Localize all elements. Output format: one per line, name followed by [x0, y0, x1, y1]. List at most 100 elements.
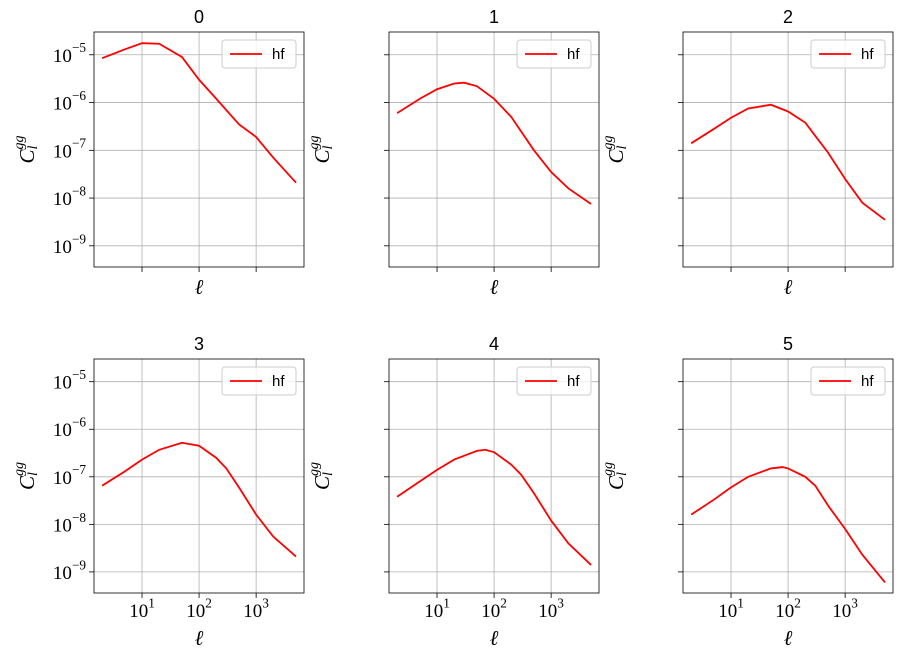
tick-base: 10 [53, 563, 72, 584]
tick-base: 10 [53, 142, 72, 163]
axes-frame [682, 31, 894, 268]
axes-frame [682, 358, 894, 594]
label-main: C [604, 148, 628, 163]
y-tick-label: 10−9 [53, 557, 86, 584]
tick-exponent: 3 [557, 595, 564, 610]
label-sup: gg [307, 462, 322, 476]
tick-base: 10 [481, 601, 500, 622]
label-sub: l [615, 472, 630, 476]
y-tick-label: 10−8 [53, 510, 86, 537]
data-line [690, 103, 886, 221]
subplot: 2 ℓ Clgg hf [601, 7, 894, 299]
x-axis-label: ℓ [784, 626, 793, 650]
tick-base: 10 [53, 94, 72, 115]
x-tick-label: 102 [481, 595, 507, 622]
tick-exponent: −7 [72, 136, 86, 151]
x-tick-label: 101 [718, 595, 744, 622]
x-tick-label: 103 [538, 595, 564, 622]
tick-base: 10 [243, 601, 262, 622]
axes-frame [388, 31, 600, 268]
tick-base: 10 [53, 373, 72, 394]
legend-label: hf [861, 373, 874, 390]
x-tick-label: 101 [424, 595, 450, 622]
data-line [396, 81, 592, 205]
data-line [690, 466, 886, 584]
tick-base: 10 [53, 46, 72, 67]
tick-exponent: −5 [72, 367, 86, 382]
label-sup: gg [12, 136, 27, 150]
x-tick-label: 103 [832, 595, 858, 622]
data-line [396, 448, 592, 566]
tick-exponent: 1 [443, 595, 450, 610]
y-axis-label: Clgg [601, 462, 630, 490]
label-main: C [310, 148, 334, 163]
y-tick-label: 10−9 [53, 231, 86, 258]
y-axis-label: Clgg [12, 136, 41, 164]
label-sup: gg [307, 136, 322, 150]
tick-exponent: −9 [72, 231, 86, 246]
tick-exponent: −7 [72, 462, 86, 477]
tick-exponent: −9 [72, 557, 86, 572]
label-sub: l [26, 472, 41, 476]
tick-exponent: −5 [72, 40, 86, 55]
label-sup: gg [12, 462, 27, 476]
tick-exponent: 2 [500, 595, 507, 610]
y-tick-label: 10−6 [53, 415, 86, 442]
data-line [101, 42, 297, 184]
legend-label: hf [861, 46, 874, 63]
label-main: C [604, 475, 628, 490]
tick-exponent: −6 [72, 88, 86, 103]
y-tick-label: 10−8 [53, 184, 86, 211]
x-axis-label: ℓ [490, 275, 499, 299]
subplot: 1 ℓ Clgg hf [307, 7, 600, 299]
tick-base: 10 [424, 601, 443, 622]
x-tick-label: 101 [129, 595, 155, 622]
label-main: C [310, 475, 334, 490]
tick-base: 10 [53, 189, 72, 210]
x-tick-label: 102 [775, 595, 801, 622]
tick-base: 10 [718, 601, 737, 622]
subplot-title: 0 [194, 7, 204, 27]
y-axis-label: Clgg [307, 462, 336, 490]
x-axis-label: ℓ [784, 275, 793, 299]
y-axis-label: Clgg [12, 462, 41, 490]
tick-base: 10 [129, 601, 148, 622]
tick-exponent: −8 [72, 184, 86, 199]
label-sup: gg [601, 136, 616, 150]
axes-frame [93, 358, 305, 594]
x-axis-label: ℓ [195, 275, 204, 299]
x-tick-label: 103 [243, 595, 269, 622]
label-sub: l [321, 472, 336, 476]
axes-frame [388, 358, 600, 594]
x-axis-label: ℓ [490, 626, 499, 650]
tick-exponent: −6 [72, 415, 86, 430]
tick-exponent: 2 [794, 595, 801, 610]
subplot-title: 3 [194, 334, 204, 354]
y-tick-label: 10−7 [53, 462, 86, 489]
tick-base: 10 [775, 601, 794, 622]
tick-base: 10 [832, 601, 851, 622]
label-sub: l [26, 145, 41, 149]
y-axis-label: Clgg [601, 136, 630, 164]
y-tick-label: 10−7 [53, 136, 86, 163]
label-main: C [15, 475, 39, 490]
label-sub: l [615, 145, 630, 149]
tick-exponent: 3 [851, 595, 858, 610]
axes-frame [93, 31, 305, 268]
x-tick-label: 102 [186, 595, 212, 622]
data-line [101, 441, 297, 558]
subplot-title: 5 [783, 334, 793, 354]
label-sup: gg [601, 462, 616, 476]
x-axis-label: ℓ [195, 626, 204, 650]
y-tick-label: 10−5 [53, 367, 86, 394]
tick-base: 10 [53, 421, 72, 442]
legend-label: hf [567, 46, 580, 63]
y-tick-label: 10−6 [53, 88, 86, 115]
tick-exponent: 1 [737, 595, 744, 610]
legend-label: hf [272, 373, 285, 390]
tick-exponent: 1 [148, 595, 155, 610]
